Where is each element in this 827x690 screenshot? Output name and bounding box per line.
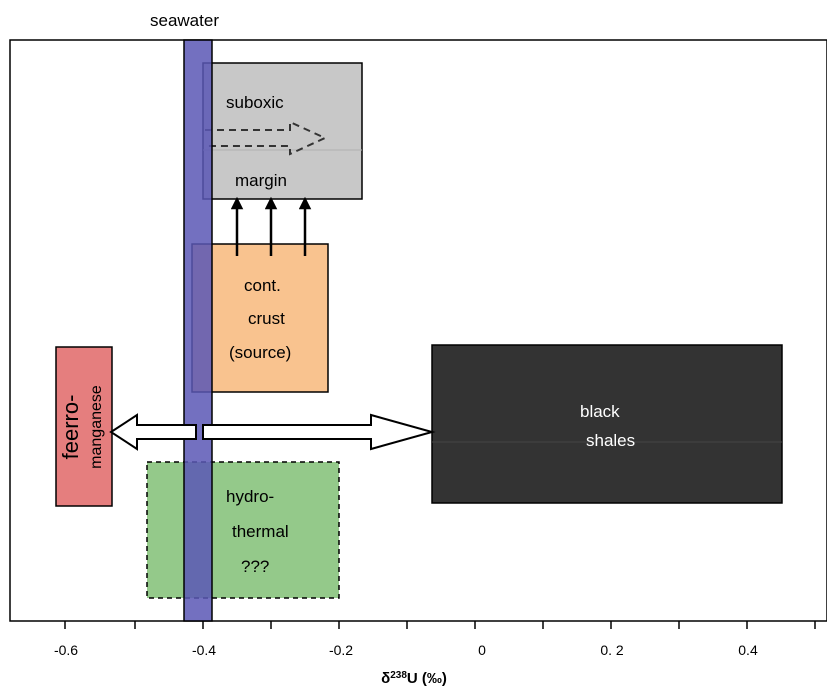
hydro-label-1: hydro-: [226, 487, 274, 506]
suboxic-label: suboxic: [226, 93, 284, 112]
suboxic-dashed-arrow: [205, 120, 328, 156]
seawater-label: seawater: [150, 11, 219, 30]
tick-label-0: -0.6: [54, 642, 78, 658]
tick-label-1: -0.4: [192, 642, 216, 658]
shales-label-2: shales: [586, 431, 635, 450]
ferromanganese-box: [55, 346, 113, 507]
plot-frame: [9, 39, 827, 622]
crust-label-3: (source): [229, 343, 291, 362]
tick-label-3: 0: [478, 642, 486, 658]
tick-label-5: 0.4: [738, 642, 758, 658]
hollow-arrow-left: [109, 413, 197, 451]
margin-label: margin: [235, 171, 287, 190]
hydro-label-2: thermal: [232, 522, 289, 541]
tick-label-4: 0. 2: [600, 642, 624, 658]
cont-crust-box: [191, 243, 329, 393]
hydro-label-3: ???: [241, 557, 269, 576]
ferro-label-1: feerro-: [58, 395, 83, 460]
seawater-band: [183, 39, 213, 622]
crust-label-1: cont.: [244, 276, 281, 295]
x-axis-title: δ238U (‰): [381, 670, 447, 688]
shales-label-1: black: [580, 402, 620, 421]
ferro-label-2: manganese: [88, 385, 105, 469]
hollow-arrow-right: [202, 413, 436, 451]
black-shales-box: [431, 344, 783, 504]
crust-label-2: crust: [248, 309, 285, 328]
x-axis: -0.6 -0.4 -0.2 0 0. 2 0.4: [54, 621, 816, 658]
tick-label-2: -0.2: [329, 642, 353, 658]
hydrothermal-box: [146, 461, 340, 599]
